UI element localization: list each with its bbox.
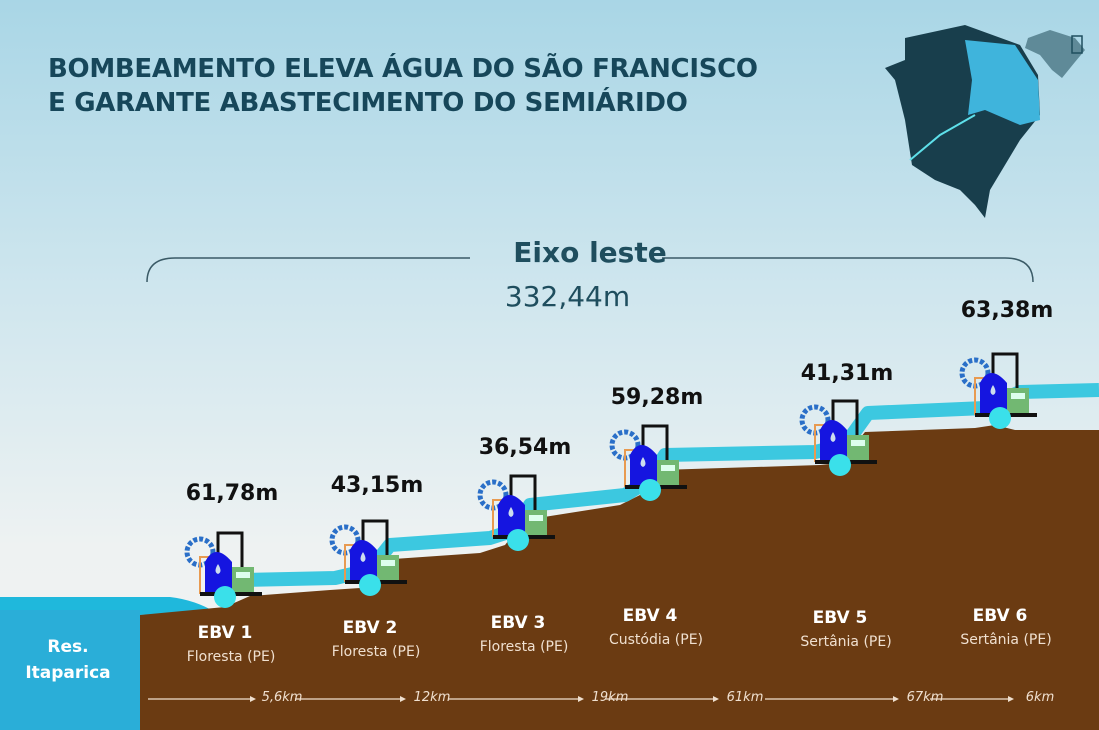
station-location: Floresta (PE) <box>331 644 421 660</box>
stations <box>148 352 1037 702</box>
arrow-head-icon <box>400 696 406 702</box>
station-location: Floresta (PE) <box>186 649 276 665</box>
ground <box>140 425 1099 730</box>
distance-arrow <box>295 696 406 702</box>
distance-arrow <box>148 696 256 702</box>
pump-station-icon <box>329 519 407 596</box>
water-drop-icon <box>508 507 514 517</box>
station-location: Sertânia (PE) <box>960 632 1052 648</box>
building-window-icon <box>236 572 250 578</box>
pump-station-icon <box>477 474 555 551</box>
station-distance: 6km <box>1025 690 1055 705</box>
title-line-2: E GARANTE ABASTECIMENTO DO SEMIÁRIDO <box>48 88 688 118</box>
station-name: EBV 4 <box>622 606 678 626</box>
building-icon <box>525 510 547 536</box>
distance-arrow <box>605 696 719 702</box>
reservoir-line-1: Res. <box>47 637 89 657</box>
water-outlet-icon <box>989 407 1011 429</box>
station-lift-height: 41,31m <box>800 361 894 386</box>
station-distance: 12km <box>413 690 451 705</box>
distance-arrow <box>448 696 584 702</box>
station-lift-height: 59,28m <box>610 385 704 410</box>
distance-arrow <box>765 696 899 702</box>
station-lift-height: 63,38m <box>960 298 1054 323</box>
station-name: EBV 2 <box>342 618 398 638</box>
building-icon <box>847 435 869 461</box>
water-outlet-icon <box>359 574 381 596</box>
water-outlet-icon <box>214 586 236 608</box>
water-drop-icon <box>360 552 366 562</box>
northeast-map <box>885 25 1040 218</box>
station-distance: 19km <box>591 690 629 705</box>
station-location: Sertânia (PE) <box>800 634 892 650</box>
pump-station-icon <box>609 424 687 501</box>
building-window-icon <box>1011 393 1025 399</box>
pump-station-icon <box>184 531 262 608</box>
water-drop-icon <box>215 564 221 574</box>
water-outlet-icon <box>829 454 851 476</box>
axis-name: Eixo leste <box>513 236 667 269</box>
arrow-head-icon <box>1008 696 1014 702</box>
building-icon <box>232 567 254 593</box>
building-window-icon <box>529 515 543 521</box>
reservoir-line-2: Itaparica <box>25 663 111 683</box>
water-drop-icon <box>830 432 836 442</box>
water-outlet-icon <box>507 529 529 551</box>
station-lift-height: 61,78m <box>185 481 279 506</box>
pump-station-icon <box>959 352 1037 429</box>
title-line-1: BOMBEAMENTO ELEVA ÁGUA DO SÃO FRANCISCO <box>48 54 758 84</box>
station-name: EBV 3 <box>490 613 546 633</box>
water-drop-icon <box>640 457 646 467</box>
station-lift-height: 43,15m <box>330 473 424 498</box>
building-window-icon <box>851 440 865 446</box>
station-distance: 5,6km <box>261 690 303 705</box>
arrow-head-icon <box>578 696 584 702</box>
water-outlet-icon <box>639 479 661 501</box>
station-distance: 67km <box>906 690 944 705</box>
building-icon <box>657 460 679 486</box>
station-location: Custódia (PE) <box>608 632 704 648</box>
station-lift-height: 36,54m <box>478 435 572 460</box>
station-location: Floresta (PE) <box>479 639 569 655</box>
reservoir-label: Res. Itaparica <box>20 634 116 686</box>
axis-total-height: 332,44m <box>504 280 631 313</box>
page-title: BOMBEAMENTO ELEVA ÁGUA DO SÃO FRANCISCO … <box>48 52 758 120</box>
brazil-map <box>1025 30 1085 78</box>
pump-station-icon <box>799 399 877 476</box>
building-window-icon <box>661 465 675 471</box>
station-name: EBV 6 <box>972 606 1028 626</box>
arrow-head-icon <box>713 696 719 702</box>
station-name: EBV 5 <box>812 608 868 628</box>
station-name: EBV 1 <box>197 623 253 643</box>
water-drop-icon <box>990 385 996 395</box>
station-distance: 61km <box>726 690 764 705</box>
axis-bracket <box>146 257 1034 283</box>
arrow-head-icon <box>250 696 256 702</box>
building-icon <box>377 555 399 581</box>
arrow-head-icon <box>893 696 899 702</box>
reservoir-body <box>0 610 140 730</box>
building-window-icon <box>381 560 395 566</box>
building-icon <box>1007 388 1029 414</box>
region-highlight-box <box>1071 35 1083 54</box>
distance-arrow <box>930 696 1014 702</box>
